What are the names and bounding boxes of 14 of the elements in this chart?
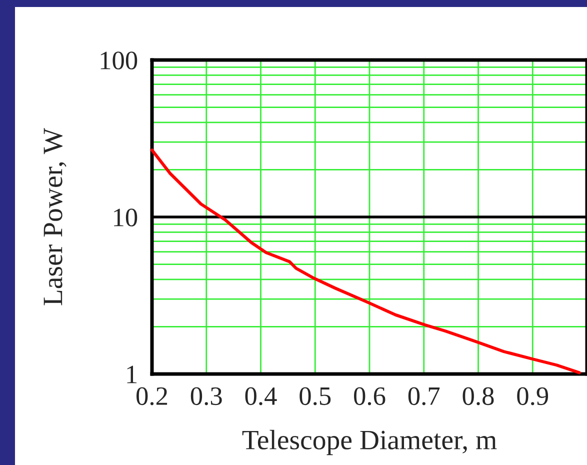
x-tick-label: 0.8: [462, 387, 494, 406]
y-tick-label: 1: [127, 366, 137, 384]
x-tick-label: 0.9: [517, 387, 548, 406]
x-tick-label: 0.6: [354, 387, 386, 406]
x-tick-label: 0.2: [136, 387, 168, 406]
x-tick-label: 0.7: [408, 387, 440, 406]
line-series: [150, 148, 581, 374]
y-axis-title: Laser Power, W: [44, 128, 66, 306]
x-axis-title: Telescope Diameter, m: [242, 430, 497, 456]
x-tick-label: 0.5: [300, 387, 331, 406]
y-tick-label: 10: [114, 208, 138, 226]
y-tick-label: 100: [100, 52, 138, 70]
x-tick-label: 0.3: [190, 387, 222, 406]
x-tick-label: 0.4: [245, 387, 277, 406]
